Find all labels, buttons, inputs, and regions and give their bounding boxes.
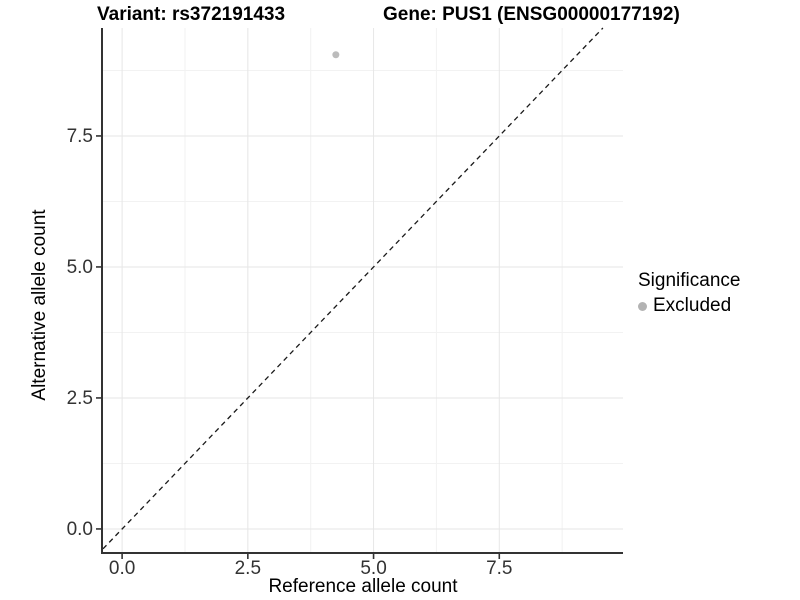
excluded-point-icon [638, 301, 647, 311]
legend-item-excluded: Excluded [638, 295, 740, 317]
legend: Significance Excluded [638, 270, 740, 317]
y-tick-label: 5.0 [67, 257, 93, 278]
y-tick-label: 7.5 [67, 126, 93, 147]
y-axis-title: Alternative allele count [29, 209, 50, 401]
identity-line [102, 27, 604, 550]
y-tick-label: 2.5 [67, 388, 93, 409]
plot-title-gene: Gene: PUS1 (ENSG00000177192) [383, 4, 680, 25]
x-tick-label: 7.5 [486, 558, 512, 579]
legend-title: Significance [638, 270, 741, 291]
data-point [332, 51, 340, 59]
x-axis-title: Reference allele count [268, 576, 458, 597]
x-tick-label: 2.5 [235, 558, 261, 579]
x-tick-label: 0.0 [109, 558, 135, 579]
x-tick-label: 5.0 [360, 558, 386, 579]
y-tick-label: 0.0 [67, 519, 93, 540]
plot-title-variant: Variant: rs372191433 [97, 4, 286, 25]
legend-item-label: Excluded [653, 295, 732, 316]
